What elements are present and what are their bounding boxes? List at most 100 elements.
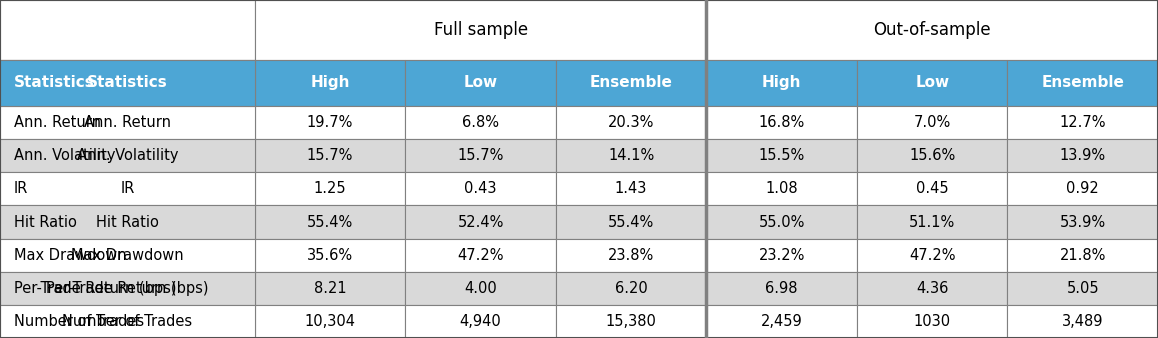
Text: 1030: 1030 xyxy=(914,314,951,329)
Text: 55.4%: 55.4% xyxy=(307,215,353,230)
Text: 6.8%: 6.8% xyxy=(462,115,499,130)
Text: Number of Trades: Number of Trades xyxy=(14,314,144,329)
Bar xyxy=(706,272,857,305)
Text: 20.3%: 20.3% xyxy=(608,115,654,130)
Bar xyxy=(556,172,706,206)
Bar xyxy=(255,59,405,106)
Text: 35.6%: 35.6% xyxy=(307,248,353,263)
Bar xyxy=(255,0,706,59)
Bar xyxy=(706,106,857,139)
Text: Ann. Return: Ann. Return xyxy=(83,115,171,130)
Bar xyxy=(0,206,255,239)
Bar xyxy=(857,59,1007,106)
Text: 51.1%: 51.1% xyxy=(909,215,955,230)
Bar xyxy=(405,139,556,172)
Text: Out-of-sample: Out-of-sample xyxy=(873,21,991,39)
Text: 4,940: 4,940 xyxy=(460,314,501,329)
Bar xyxy=(556,239,706,272)
Bar xyxy=(556,59,706,106)
Text: High: High xyxy=(762,75,801,90)
Text: 6.98: 6.98 xyxy=(765,281,798,296)
Bar xyxy=(1007,139,1158,172)
Text: 16.8%: 16.8% xyxy=(758,115,805,130)
Bar xyxy=(255,305,405,338)
Text: 4.00: 4.00 xyxy=(464,281,497,296)
Bar xyxy=(1007,305,1158,338)
Bar xyxy=(857,139,1007,172)
Text: 0.45: 0.45 xyxy=(916,182,948,196)
Bar xyxy=(556,106,706,139)
Text: 12.7%: 12.7% xyxy=(1060,115,1106,130)
Bar xyxy=(0,206,255,239)
Text: 4.36: 4.36 xyxy=(916,281,948,296)
Bar xyxy=(857,206,1007,239)
Text: 6.20: 6.20 xyxy=(615,281,647,296)
Bar xyxy=(857,106,1007,139)
Text: 53.9%: 53.9% xyxy=(1060,215,1106,230)
Text: 15.7%: 15.7% xyxy=(457,148,504,163)
Bar xyxy=(857,239,1007,272)
Text: Statistics: Statistics xyxy=(14,75,95,90)
Bar xyxy=(405,59,556,106)
Bar xyxy=(1007,172,1158,206)
Bar xyxy=(0,139,255,172)
Text: 15,380: 15,380 xyxy=(606,314,657,329)
Text: 47.2%: 47.2% xyxy=(909,248,955,263)
Text: 55.4%: 55.4% xyxy=(608,215,654,230)
Text: 7.0%: 7.0% xyxy=(914,115,951,130)
Text: Hit Ratio: Hit Ratio xyxy=(14,215,76,230)
Text: 23.2%: 23.2% xyxy=(758,248,805,263)
Text: Ann. Return: Ann. Return xyxy=(14,115,101,130)
Bar xyxy=(556,272,706,305)
Text: 0.92: 0.92 xyxy=(1067,182,1099,196)
Text: IR: IR xyxy=(14,182,28,196)
Bar xyxy=(0,272,255,305)
Bar xyxy=(0,272,255,305)
Bar xyxy=(0,106,255,139)
Bar xyxy=(0,172,255,206)
Bar xyxy=(255,106,405,139)
Bar xyxy=(0,0,255,59)
Bar xyxy=(857,305,1007,338)
Text: 1.25: 1.25 xyxy=(314,182,346,196)
Bar xyxy=(1007,59,1158,106)
Text: Hit Ratio: Hit Ratio xyxy=(96,215,159,230)
Bar xyxy=(0,139,255,172)
Text: 1.43: 1.43 xyxy=(615,182,647,196)
Bar xyxy=(556,305,706,338)
Text: Ann. Volatility: Ann. Volatility xyxy=(76,148,178,163)
Text: High: High xyxy=(310,75,350,90)
Bar xyxy=(0,172,255,206)
Bar xyxy=(405,239,556,272)
Bar xyxy=(706,59,857,106)
Bar xyxy=(0,305,255,338)
Text: Per-Trade Return (bps): Per-Trade Return (bps) xyxy=(14,281,176,296)
Text: 55.0%: 55.0% xyxy=(758,215,805,230)
Bar xyxy=(556,206,706,239)
Text: 1.08: 1.08 xyxy=(765,182,798,196)
Text: Ensemble: Ensemble xyxy=(1041,75,1124,90)
Text: 14.1%: 14.1% xyxy=(608,148,654,163)
Bar xyxy=(706,0,1158,59)
Bar xyxy=(857,172,1007,206)
Bar xyxy=(405,206,556,239)
Text: 21.8%: 21.8% xyxy=(1060,248,1106,263)
Bar xyxy=(0,305,255,338)
Text: Per-Trade Return (bps): Per-Trade Return (bps) xyxy=(46,281,208,296)
Bar xyxy=(255,172,405,206)
Bar xyxy=(405,272,556,305)
Bar xyxy=(1007,272,1158,305)
Bar xyxy=(556,139,706,172)
Text: 15.7%: 15.7% xyxy=(307,148,353,163)
Text: 15.5%: 15.5% xyxy=(758,148,805,163)
Text: 2,459: 2,459 xyxy=(761,314,802,329)
Text: 3,489: 3,489 xyxy=(1062,314,1104,329)
Bar xyxy=(405,172,556,206)
Text: 15.6%: 15.6% xyxy=(909,148,955,163)
Bar xyxy=(706,139,857,172)
Text: Ensemble: Ensemble xyxy=(589,75,673,90)
Text: 0.43: 0.43 xyxy=(464,182,497,196)
Text: Full sample: Full sample xyxy=(433,21,528,39)
Bar xyxy=(0,59,255,106)
Text: IR: IR xyxy=(120,182,134,196)
